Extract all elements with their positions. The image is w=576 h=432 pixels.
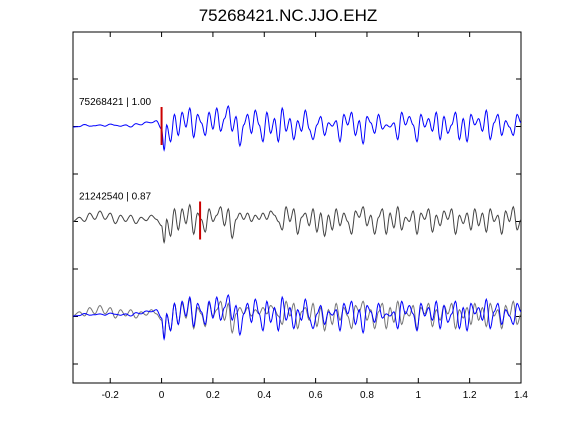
chart-title: 75268421.NC.JJO.EHZ <box>198 6 378 25</box>
x-tick-label: 0.2 <box>206 390 220 401</box>
x-tick-label: 0.4 <box>257 390 271 401</box>
x-tick-label: -0.2 <box>102 390 120 401</box>
axes-frame <box>72 31 522 384</box>
trace-label-panel-1: 75268421 | 1.00 <box>79 97 152 108</box>
x-tick-label: 0.8 <box>360 390 374 401</box>
x-tick-label: 1 <box>416 390 422 401</box>
waveform-detected-panel-2 <box>73 203 521 245</box>
x-tick-label: 0.6 <box>309 390 323 401</box>
axes-layer <box>72 31 522 384</box>
traces-layer <box>73 104 521 341</box>
trace-label-panel-2: 21242540 | 0.87 <box>79 192 152 203</box>
x-tick-label: 1.4 <box>514 390 528 401</box>
labels-layer: -0.2 0 0.2 0.4 0.6 0.8 1 1.2 1.4 75268421 | 1.00 2… <box>79 97 528 401</box>
x-tick-label: 0 <box>159 390 165 401</box>
waveform-template-panel-3 <box>73 293 521 341</box>
waveform-template-panel-1 <box>73 104 521 152</box>
x-tick-label: 1.2 <box>463 390 477 401</box>
